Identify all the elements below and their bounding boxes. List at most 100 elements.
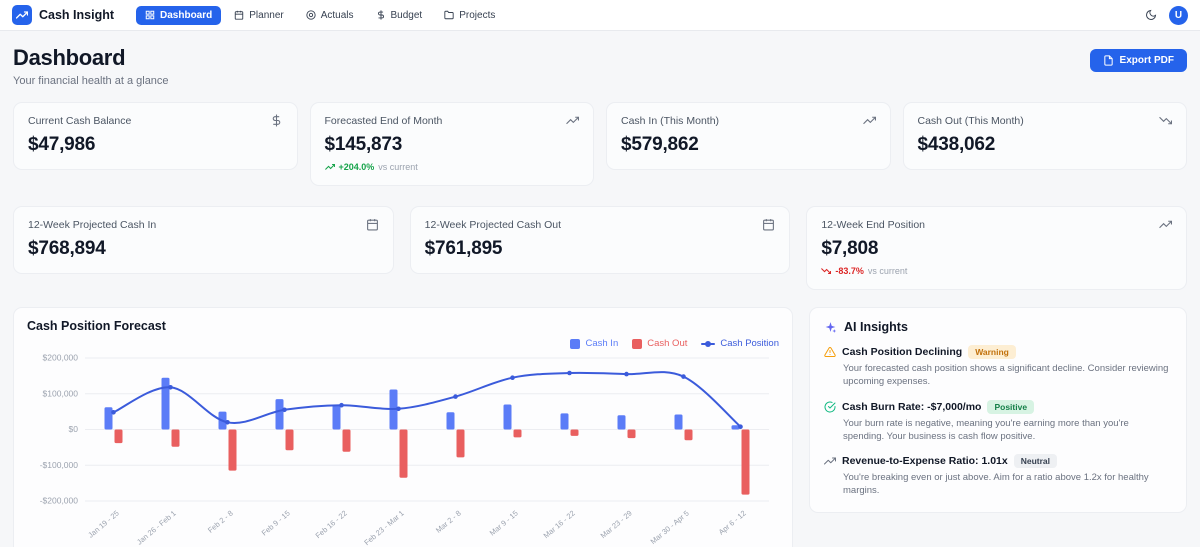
- nav-label: Planner: [249, 9, 284, 21]
- delta-percent: +204.0%: [338, 162, 375, 172]
- legend-cash-in[interactable]: Cash In: [570, 338, 618, 349]
- svg-text:Mar 2 - 8: Mar 2 - 8: [434, 509, 463, 535]
- alert-triangle-icon: [824, 346, 836, 358]
- calendar-icon: [234, 10, 244, 20]
- svg-text:Feb 23 - Mar 1: Feb 23 - Mar 1: [362, 509, 405, 547]
- grid-icon: [145, 10, 155, 20]
- stats-row-2: 12-Week Projected Cash In $768,894 12-We…: [13, 206, 1187, 290]
- warning-badge: Warning: [968, 345, 1016, 359]
- dollar-icon: [270, 114, 283, 127]
- sparkles-icon: [824, 321, 837, 334]
- nav-label: Actuals: [320, 9, 354, 21]
- insight-title: Revenue-to-Expense Ratio: 1.01x: [842, 455, 1008, 468]
- svg-text:Mar 23 - 29: Mar 23 - 29: [599, 509, 634, 541]
- nav-item-dashboard[interactable]: Dashboard: [136, 5, 222, 25]
- stat-label: 12-Week End Position: [821, 218, 926, 231]
- stat-delta: -83.7% vs current: [821, 266, 1172, 276]
- stat-label: Cash Out (This Month): [917, 114, 1024, 127]
- trending-down-icon: [1159, 114, 1172, 127]
- page-header: Dashboard Your financial health at a gla…: [13, 45, 1187, 87]
- nav-item-budget[interactable]: Budget: [367, 6, 432, 25]
- export-pdf-button[interactable]: Export PDF: [1089, 49, 1187, 72]
- stat-label: Cash In (This Month): [621, 114, 720, 127]
- trending-up-icon: [566, 114, 579, 127]
- svg-text:$200,000: $200,000: [43, 353, 79, 363]
- stat-label: 12-Week Projected Cash Out: [424, 218, 562, 231]
- chart-legend: Cash In Cash Out Cash Position: [27, 338, 779, 349]
- page-subtitle: Your financial health at a glance: [13, 75, 169, 87]
- svg-text:Apr 6 - 12: Apr 6 - 12: [717, 509, 748, 537]
- stats-row-1: Current Cash Balance $47,986 Forecasted …: [13, 102, 1187, 186]
- svg-text:Mar 9 - 15: Mar 9 - 15: [488, 509, 520, 538]
- insight-body: You're breaking even or just above. Aim …: [843, 472, 1149, 497]
- trending-up-icon: [824, 455, 836, 467]
- stat-card-forecasted-end-of-month: Forecasted End of Month $145,873 +204.0%…: [309, 102, 594, 186]
- app-logo-trending-up-icon: [12, 5, 32, 25]
- nav-item-projects[interactable]: Projects: [435, 6, 504, 25]
- svg-text:Jan 26 - Feb 1: Jan 26 - Feb 1: [135, 509, 178, 547]
- stat-value: $438,062: [917, 134, 996, 155]
- stat-value: $7,808: [821, 238, 879, 259]
- stat-label: Current Cash Balance: [28, 114, 132, 127]
- page-title: Dashboard: [13, 45, 126, 70]
- insight-body: Your burn rate is negative, meaning you'…: [843, 417, 1129, 442]
- svg-text:Feb 16 - 22: Feb 16 - 22: [314, 509, 349, 541]
- main-content: Dashboard Your financial health at a gla…: [0, 31, 1200, 547]
- nav-label: Budget: [390, 9, 423, 21]
- stat-card-current-cash-balance: Current Cash Balance $47,986: [13, 102, 298, 170]
- neutral-badge: Neutral: [1013, 454, 1058, 469]
- positive-badge: Positive: [987, 399, 1035, 414]
- stat-card-12-week-end-position: 12-Week End Position $7,808 -83.7% vs cu…: [806, 206, 1187, 290]
- svg-text:Mar 16 - 22: Mar 16 - 22: [542, 509, 577, 541]
- stat-card-cash-out-this-month: Cash Out (This Month) $438,062: [902, 102, 1187, 170]
- stat-card-12-week-projected-cash-out: 12-Week Projected Cash Out $761,895: [409, 206, 791, 274]
- nav-item-actuals[interactable]: Actuals: [297, 6, 363, 25]
- calendar-icon: [762, 218, 775, 231]
- stat-value: $145,873: [324, 134, 403, 155]
- trending-up-icon: [324, 162, 335, 172]
- nav-right: U: [1143, 5, 1188, 25]
- stat-label: 12-Week Projected Cash In: [28, 218, 157, 231]
- trending-down-icon: [821, 266, 832, 276]
- stat-value: $768,894: [28, 238, 106, 259]
- chart-title: Cash Position Forecast: [27, 319, 166, 333]
- legend-cash-out[interactable]: Cash Out: [632, 338, 687, 349]
- top-navbar: Cash Insight Dashboard Planner Actuals B…: [0, 0, 1200, 31]
- dark-mode-toggle[interactable]: [1143, 7, 1159, 23]
- stat-card-cash-in-this-month: Cash In (This Month) $579,862: [606, 102, 891, 170]
- trending-up-icon: [862, 114, 876, 127]
- nav-label: Dashboard: [160, 9, 213, 21]
- stat-label: Forecasted End of Month: [324, 114, 443, 127]
- delta-percent: -83.7%: [835, 266, 864, 276]
- stat-value: $579,862: [621, 134, 699, 155]
- brand[interactable]: Cash Insight: [12, 5, 114, 25]
- svg-text:Jan 19 - 25: Jan 19 - 25: [86, 509, 121, 540]
- delta-note: vs current: [378, 162, 418, 172]
- dollar-icon: [376, 10, 386, 20]
- moon-icon: [1145, 9, 1157, 21]
- ai-insights-title: AI Insights: [844, 320, 908, 334]
- cash-position-forecast-chart[interactable]: -$200,000 -$100,000 $0 $100,000 $200,000 Jan …: [27, 350, 779, 547]
- svg-text:Feb 2 - 8: Feb 2 - 8: [206, 509, 235, 535]
- nav-item-planner[interactable]: Planner: [225, 6, 292, 25]
- stat-value: $47,986: [28, 134, 96, 155]
- insight-revenue-expense-ratio: Revenue-to-Expense Ratio: 1.01x Neutral …: [824, 454, 1172, 498]
- insight-cash-position-declining: Cash Position Declining Warning Your for…: [824, 345, 1172, 389]
- insight-title: Cash Burn Rate: -$7,000/mo: [842, 400, 982, 413]
- legend-cash-position[interactable]: Cash Position: [701, 338, 779, 349]
- delta-note: vs current: [867, 266, 908, 276]
- nav-label: Projects: [459, 9, 496, 21]
- stat-value: $761,895: [424, 238, 503, 259]
- calendar-icon: [366, 218, 379, 231]
- user-avatar[interactable]: U: [1169, 5, 1188, 25]
- insight-cash-burn-rate: Cash Burn Rate: -$7,000/mo Positive Your…: [824, 399, 1172, 444]
- svg-text:$0: $0: [69, 424, 79, 434]
- cash-position-forecast-card: Cash Position Forecast Cash In Cash Out Ca…: [13, 307, 793, 547]
- bottom-section: Cash Position Forecast Cash In Cash Out Ca…: [13, 307, 1187, 547]
- folder-icon: [444, 10, 454, 20]
- stat-delta: +204.0% vs current: [324, 162, 580, 172]
- check-circle-icon: [824, 401, 836, 413]
- svg-text:$100,000: $100,000: [43, 388, 79, 398]
- svg-text:Feb 9 - 15: Feb 9 - 15: [260, 509, 292, 538]
- main-nav: Dashboard Planner Actuals Budget Project…: [136, 5, 1143, 25]
